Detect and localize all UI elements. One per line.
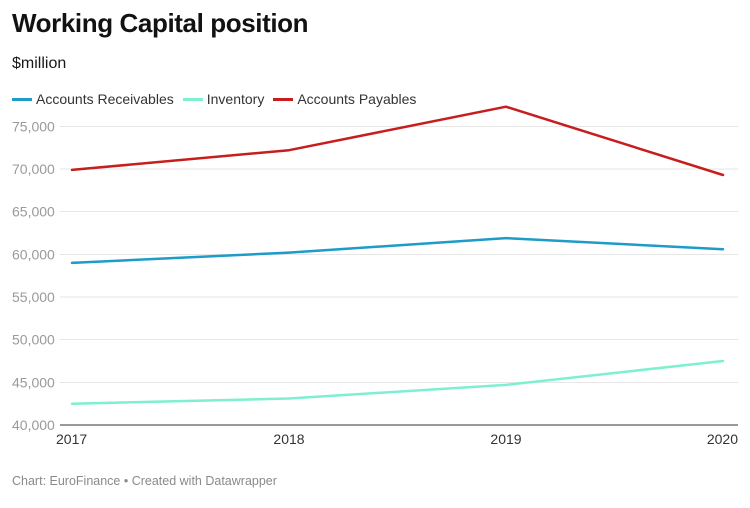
chart-title: Working Capital position (12, 8, 309, 38)
series-line-accounts-payables (70, 105, 725, 177)
legend-swatch (182, 97, 203, 101)
legend-label: Accounts Receivables (36, 91, 174, 107)
legend-swatch (273, 97, 294, 101)
chart-subtitle: $million (12, 55, 67, 72)
legend-item-2: Accounts Payables (273, 91, 416, 107)
y-tick-label: 40,000 (12, 417, 55, 433)
y-tick-label: 45,000 (12, 374, 55, 390)
y-tick-label: 55,000 (12, 289, 55, 305)
series-line-inventory (70, 359, 725, 405)
x-tick-label: 2020 (707, 431, 738, 447)
grid-lines (60, 125, 738, 426)
x-tick-label: 2019 (490, 431, 521, 447)
y-tick-label: 70,000 (12, 161, 55, 177)
legend-item-0: Accounts Receivables (12, 91, 174, 107)
x-tick-label: 2017 (56, 431, 87, 447)
x-tick-label: 2018 (273, 431, 304, 447)
chart-legend: Accounts Receivables Inventory Accounts Pa… (12, 91, 425, 107)
legend-label: Accounts Payables (297, 91, 417, 107)
y-tick-label: 65,000 (12, 204, 55, 220)
x-axis-tick-labels: 2017 2018 2019 2020 (56, 431, 738, 447)
y-tick-label: 75,000 (12, 118, 55, 134)
series-lines (70, 105, 725, 405)
legend-label: Inventory (206, 91, 265, 107)
y-tick-label: 50,000 (12, 332, 55, 348)
legend-item-1: Inventory (182, 91, 265, 107)
series-line-accounts-receivables (70, 236, 725, 265)
chart-credit: Chart: EuroFinance • Created with Datawr… (12, 474, 277, 488)
y-tick-label: 60,000 (12, 246, 55, 262)
y-axis-tick-labels: 40,000 45,000 50,000 55,000 60,000 65,000 70,0… (12, 118, 55, 433)
legend-swatch (12, 97, 32, 101)
